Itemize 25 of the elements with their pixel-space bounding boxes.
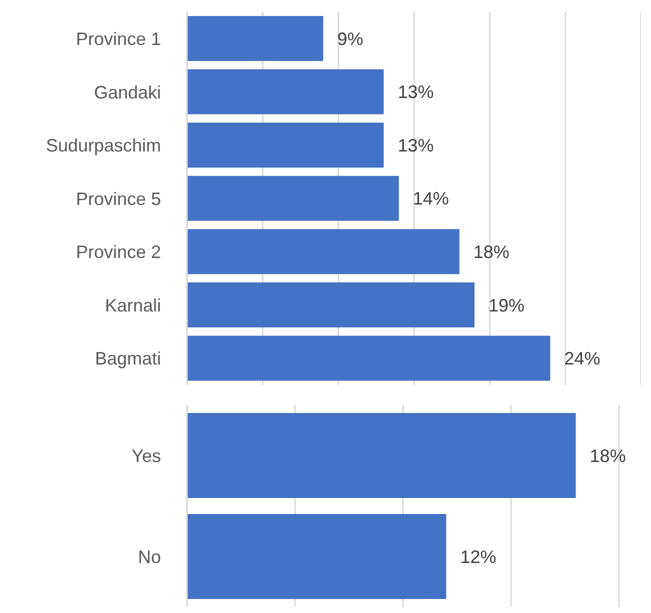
data-label: 18% [473,242,510,262]
bar [187,336,550,381]
y-tick-label: Bagmati [94,348,161,369]
data-label: 12% [460,546,496,567]
y-tick-label: No [138,546,161,567]
y-tick-label: Province 5 [76,188,161,209]
data-label: 19% [488,295,525,316]
bar [187,16,324,61]
bar [187,176,399,221]
y-tick-label: Karnali [104,295,161,316]
data-label: 18% [590,446,626,466]
data-label: 24% [564,348,600,369]
bar [187,229,460,274]
data-label: 13% [398,82,434,102]
bar [187,69,384,114]
bar [187,122,384,168]
y-tick-label: Yes [132,446,161,466]
data-label: 9% [337,28,364,49]
data-label: 14% [412,188,449,209]
bar [187,282,475,328]
y-tick-label: Gandaki [94,82,161,102]
y-tick-label: Province 2 [76,242,161,262]
y-tick-label: Province 1 [76,29,161,50]
y-tick-label: Sudurpaschim [46,136,161,156]
data-label: 13% [398,135,434,156]
